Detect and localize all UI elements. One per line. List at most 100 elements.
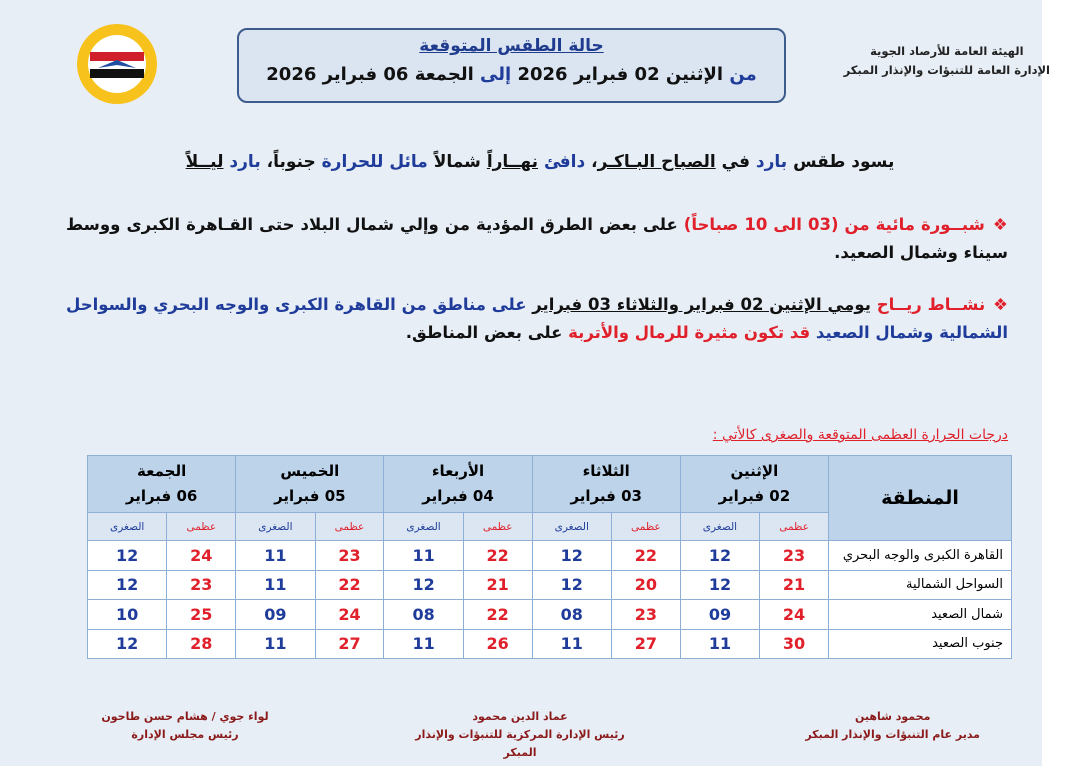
data-row: السواحل الشمالية 21 12 20 12 21 12 22 11 23 12 bbox=[86, 569, 1012, 600]
text-segment: لواء جوي / هشام حسن طاحون bbox=[101, 710, 269, 723]
org-header: الهيئة العامة للأرصاد الجوية الإدارة العا… bbox=[844, 42, 1050, 80]
min-label: الصغرى bbox=[679, 512, 761, 541]
data-row: شمال الصعيد 24 09 23 08 22 08 24 09 25 10 bbox=[86, 599, 1012, 630]
text-segment: الصباح البـاكـر bbox=[597, 152, 716, 172]
text-segment: نهــاراً bbox=[486, 152, 539, 172]
logo-band bbox=[90, 52, 144, 61]
max-temp: 23 bbox=[166, 569, 237, 600]
text-segment: مائل للحرارة bbox=[321, 152, 428, 172]
min-temp: 09 bbox=[679, 599, 761, 630]
max-temp: 25 bbox=[166, 599, 237, 630]
min-temp: 12 bbox=[531, 540, 612, 571]
day-name: الجمعة bbox=[137, 462, 187, 480]
text-segment: جنوباً، bbox=[260, 152, 322, 172]
summary: يسود طقس بارد في الصباح البـاكـر، دافئ ن… bbox=[60, 152, 1020, 172]
logo-plane bbox=[98, 60, 136, 68]
min-temp: 08 bbox=[531, 599, 612, 630]
title: حالة الطقس المتوقعة bbox=[419, 36, 604, 56]
org-line: الإدارة العامة للتنبؤات والإنذار المبكر bbox=[843, 63, 1050, 77]
min-temp: 11 bbox=[679, 628, 761, 659]
text-segment: عماد الدين محمود bbox=[472, 710, 568, 723]
min-temp: 11 bbox=[235, 540, 316, 571]
min-temp: 11 bbox=[235, 628, 316, 659]
text-segment: يسود طقس bbox=[787, 152, 895, 172]
text-segment: قد تكون مثيرة للرمال والأتربة bbox=[568, 323, 816, 342]
logo-band bbox=[90, 69, 144, 78]
max-temp: 21 bbox=[759, 569, 829, 600]
min-temp: 11 bbox=[235, 569, 316, 600]
text-segment: رئيس الإدارة المركزية للتنبؤات والإنذار … bbox=[415, 728, 625, 759]
bullet-marker: ❖ bbox=[993, 295, 1009, 314]
max-temp: 24 bbox=[759, 599, 829, 630]
max-temp: 27 bbox=[610, 628, 681, 659]
max-label: عظمى bbox=[462, 512, 533, 541]
min-temp: 12 bbox=[86, 628, 168, 659]
text-segment: شبــورة مائية من (03 الى 10 صباحاً) bbox=[683, 215, 985, 234]
max-temp: 30 bbox=[759, 628, 829, 659]
day-header: الأربعاء 04 فبراير bbox=[383, 455, 533, 513]
header-row: المنطقة الإثنين 02 فبراير الثلاثاء 03 فبراير… bbox=[86, 455, 1012, 541]
max-temp: 20 bbox=[610, 569, 681, 600]
min-temp: 10 bbox=[86, 599, 168, 630]
day-date: 02 فبراير bbox=[718, 487, 791, 505]
min-label: الصغرى bbox=[383, 512, 464, 541]
bullet-marker: ❖ bbox=[992, 215, 1008, 234]
signature: لواء جوي / هشام حسن طاحون رئيس مجلس الإدا… bbox=[95, 708, 275, 744]
bullet: ❖ شبــورة مائية من (03 الى 10 صباحاً) على… bbox=[66, 211, 1008, 267]
max-temp: 23 bbox=[314, 540, 385, 571]
day-name: الإثنين bbox=[730, 462, 779, 480]
min-label: الصغرى bbox=[86, 512, 168, 541]
day-header: الإثنين 02 فبراير bbox=[679, 455, 830, 513]
region: جنوب الصعيد bbox=[828, 628, 1012, 659]
day-header: الجمعة 06 فبراير bbox=[86, 455, 237, 513]
max-temp: 23 bbox=[610, 599, 681, 630]
max-temp: 28 bbox=[166, 628, 237, 659]
min-temp: 12 bbox=[86, 540, 168, 571]
max-temp: 22 bbox=[462, 540, 533, 571]
text-segment: ليــلاً bbox=[185, 152, 224, 172]
text-segment: في bbox=[715, 152, 756, 172]
max-temp: 23 bbox=[759, 540, 829, 571]
day-name: الثلاثاء bbox=[582, 462, 630, 480]
text-segment: يومي الإثنين 02 فبراير والثلاثاء 03 فبرا… bbox=[532, 295, 871, 314]
text-segment: نشــاط ريــاح bbox=[876, 295, 986, 314]
data-row: جنوب الصعيد 30 11 27 11 26 11 27 11 28 12 bbox=[86, 628, 1012, 659]
signature: محمود شاهين مدير عام التنبؤات والإنذار ال… bbox=[805, 708, 980, 744]
max-temp: 27 bbox=[314, 628, 385, 659]
min-temp: 12 bbox=[531, 569, 612, 600]
date-text: الإثنين 02 فبراير 2026 bbox=[511, 64, 724, 85]
text-segment: بارد bbox=[755, 152, 788, 172]
title-box: حالة الطقس المتوقعة من الإثنين 02 فبراير… bbox=[237, 28, 786, 103]
max-label: عظمى bbox=[610, 512, 681, 541]
min-temp: 12 bbox=[679, 569, 761, 600]
temperature-table: المنطقة الإثنين 02 فبراير الثلاثاء 03 فبراير… bbox=[86, 455, 1012, 659]
data-row: القاهرة الكبرى والوجه البحري 23 12 22 12 22 11… bbox=[86, 540, 1012, 571]
region: القاهرة الكبرى والوجه البحري bbox=[828, 540, 1012, 571]
min-label: الصغرى bbox=[235, 512, 316, 541]
logo bbox=[77, 24, 157, 104]
date-text: من bbox=[723, 64, 757, 85]
table-caption: درجات الحرارة العظمى المتوقعة والصغرى كا… bbox=[712, 427, 1008, 443]
text-segment: على مناطق من القاهرة الكبرى والوجه البحر… bbox=[66, 295, 1008, 342]
max-temp: 22 bbox=[462, 599, 533, 630]
text-segment: رئيس مجلس الإدارة bbox=[131, 728, 239, 741]
max-temp: 22 bbox=[314, 569, 385, 600]
day-header: الخميس 05 فبراير bbox=[235, 455, 385, 513]
date-range: من الإثنين 02 فبراير 2026 إلى الجمعة 06 … bbox=[239, 64, 784, 85]
text-segment: مدير عام التنبؤات والإنذار المبكر bbox=[805, 728, 980, 741]
date-text: إلى bbox=[473, 64, 512, 85]
day-name: الأربعاء bbox=[431, 462, 485, 480]
region: شمال الصعيد bbox=[828, 599, 1012, 630]
date-text: الجمعة 06 فبراير 2026 bbox=[266, 64, 474, 85]
max-temp: 24 bbox=[314, 599, 385, 630]
min-temp: 12 bbox=[86, 569, 168, 600]
min-temp: 09 bbox=[235, 599, 316, 630]
day-header: الثلاثاء 03 فبراير bbox=[531, 455, 681, 513]
min-temp: 12 bbox=[383, 569, 464, 600]
min-label: الصغرى bbox=[531, 512, 612, 541]
max-temp: 26 bbox=[462, 628, 533, 659]
subheader-row: عظمى الصغرى عظمى الصغرى عظمى الصغرى عظمى الصغرى… bbox=[86, 512, 1012, 541]
max-temp: 22 bbox=[610, 540, 681, 571]
